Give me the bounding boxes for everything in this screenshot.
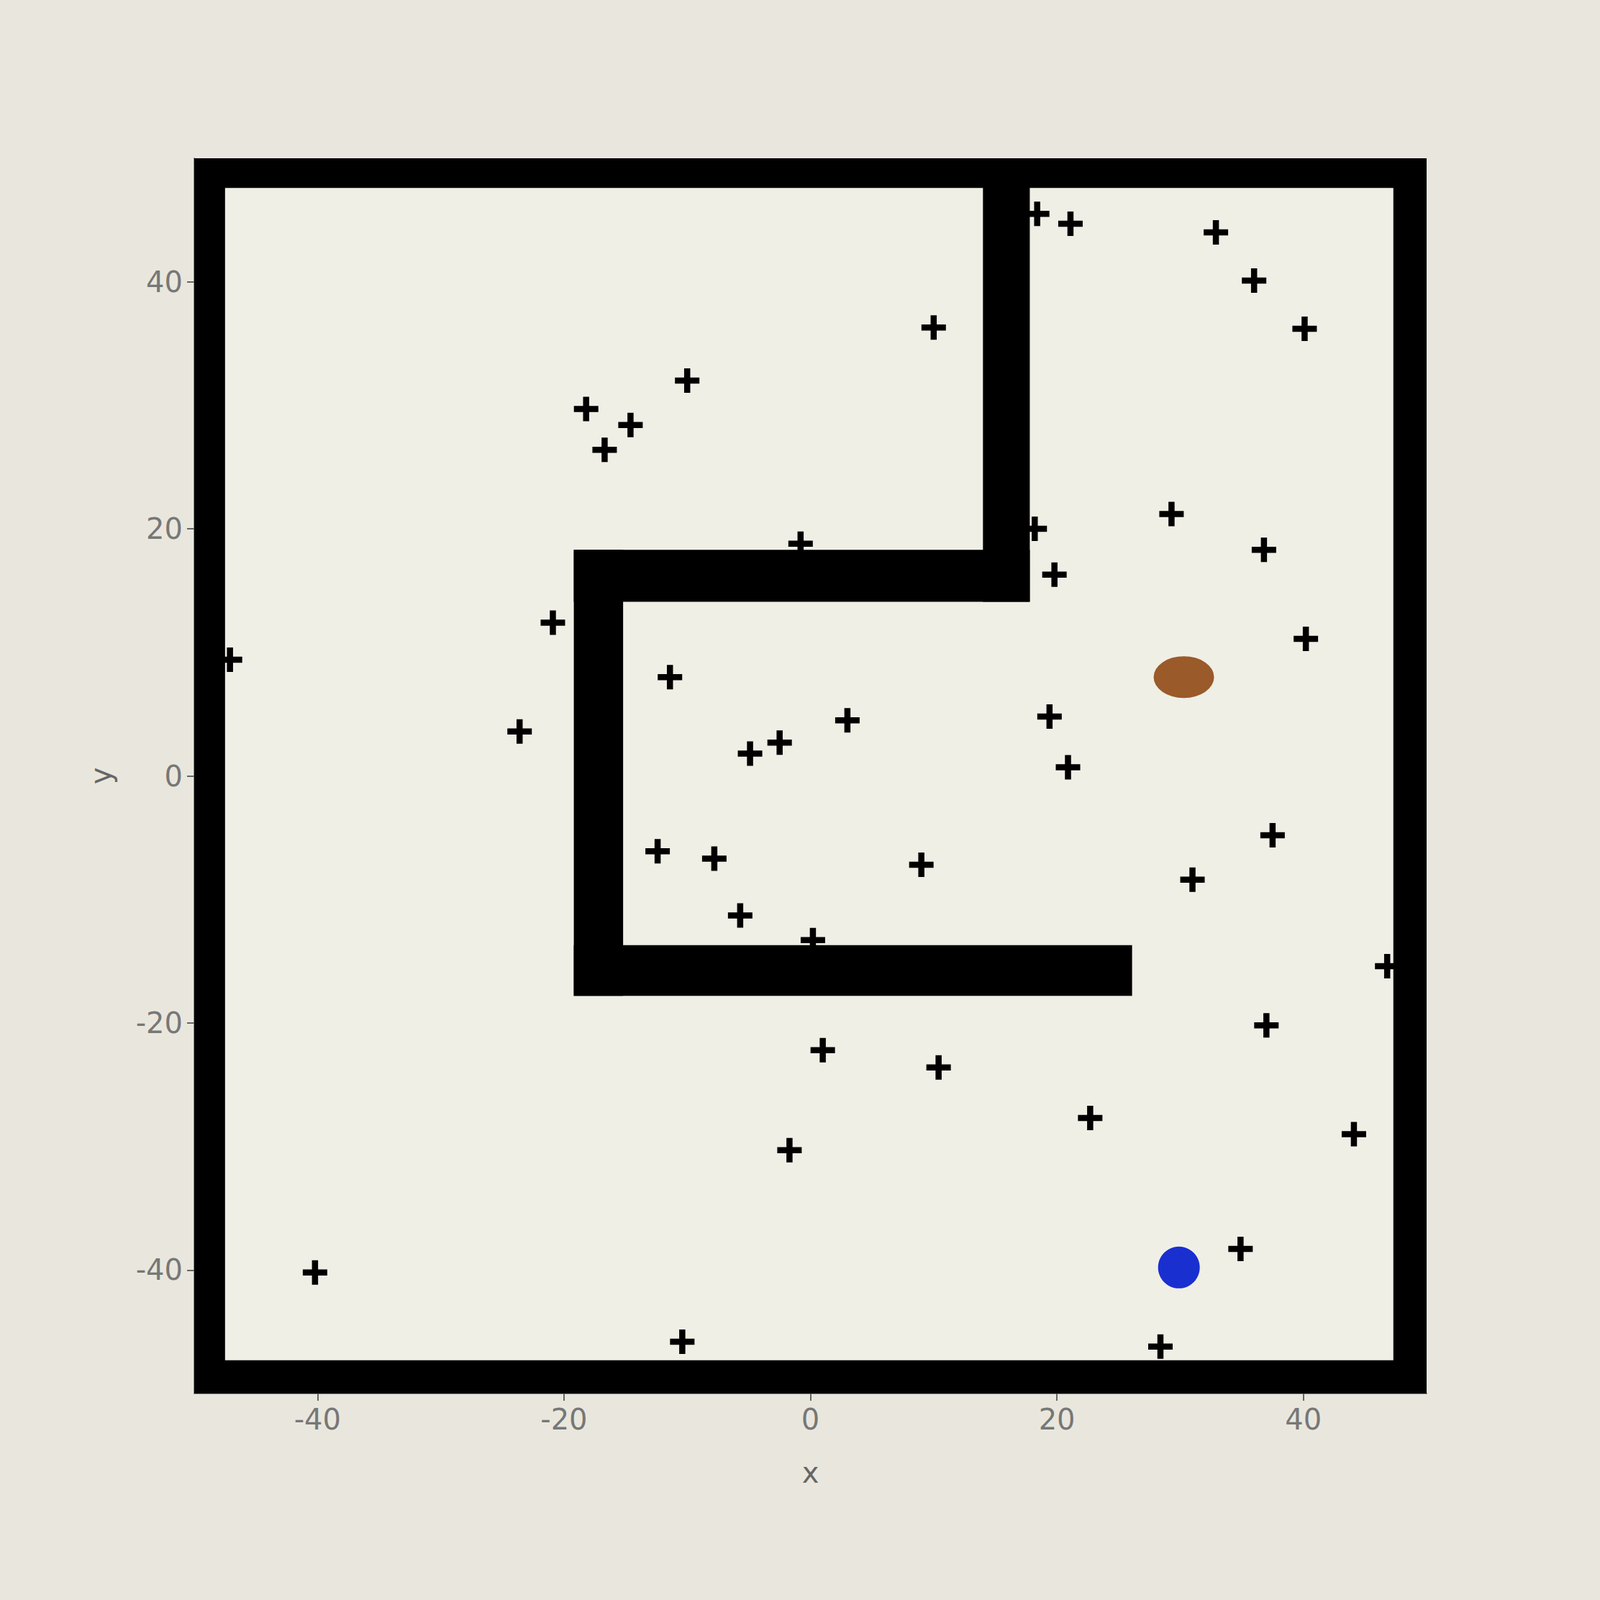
svg-text:0: 0 bbox=[164, 759, 183, 793]
svg-text:-40: -40 bbox=[135, 1253, 183, 1287]
svg-text:-40: -40 bbox=[294, 1402, 342, 1436]
svg-text:40: 40 bbox=[146, 265, 183, 299]
svg-text:20: 20 bbox=[146, 512, 183, 546]
svg-text:40: 40 bbox=[1284, 1402, 1322, 1436]
svg-text:x: x bbox=[802, 1456, 820, 1490]
svg-text:y: y bbox=[84, 767, 118, 785]
svg-text:-20: -20 bbox=[540, 1402, 588, 1436]
svg-text:20: 20 bbox=[1038, 1402, 1076, 1436]
svg-text:0: 0 bbox=[801, 1402, 820, 1436]
svg-text:-20: -20 bbox=[135, 1006, 183, 1040]
